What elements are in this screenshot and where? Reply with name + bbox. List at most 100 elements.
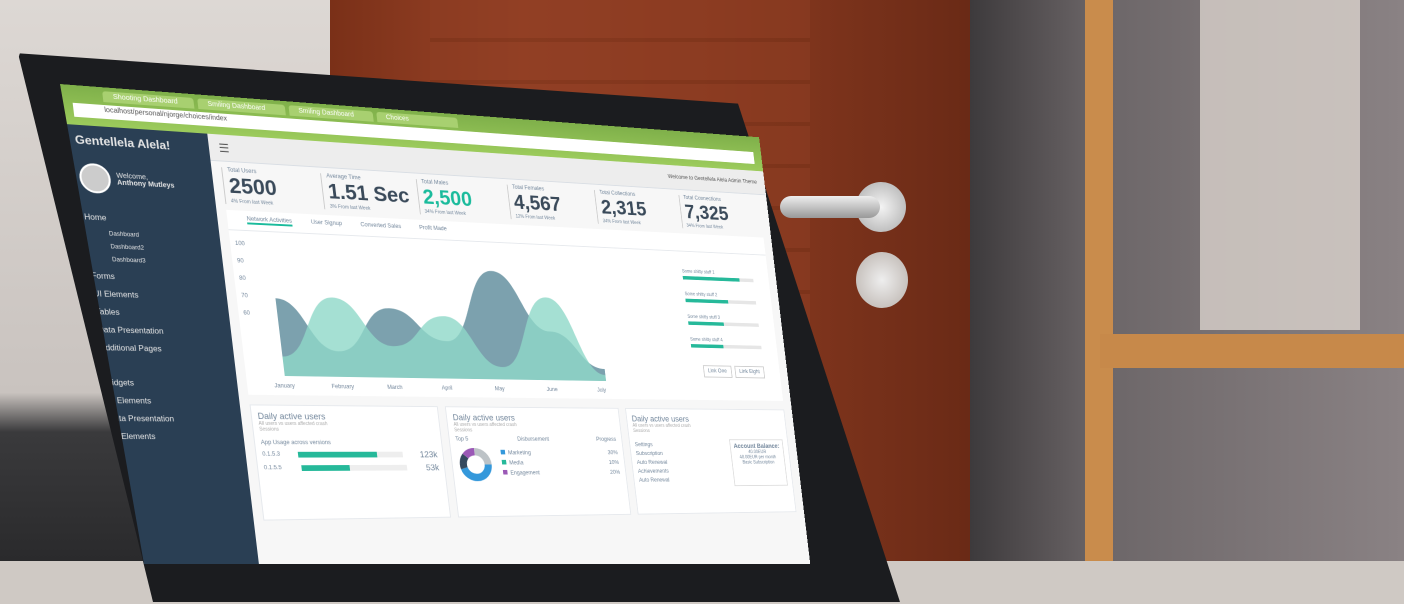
legend-pct: 10% — [609, 460, 620, 465]
legend-swatch — [501, 450, 506, 455]
brand: Gentellela Alela! — [74, 133, 202, 155]
legend-row: Marketing 30% — [501, 450, 618, 456]
area-chart: 100 90 80 70 60 January February March April May J… — [229, 230, 625, 399]
y-tick-label: 90 — [237, 258, 245, 265]
sidebar-item-label: Data Presentation — [97, 325, 164, 336]
y-tick-label: 60 — [243, 310, 251, 317]
stat-tile: Average Time 1.51 Sec 3% From last Week — [320, 173, 419, 214]
sessions-label: Sessions — [259, 427, 435, 433]
settings-item[interactable]: Auto Renewal — [639, 477, 730, 483]
sidebar-item-label: Dashboard3 — [112, 257, 146, 264]
chart-tab[interactable]: Converted Sales — [360, 222, 402, 231]
sidebar-item[interactable]: Dashboard3 — [89, 256, 215, 267]
chart-tab[interactable]: Profit Made — [419, 225, 447, 234]
x-tick-label: May — [494, 386, 505, 392]
legend-label: Media — [509, 461, 524, 467]
sidebar-item-label: Dashboard — [109, 231, 140, 238]
usage-bar — [298, 452, 404, 458]
sidebar-item-label: Additional Pages — [99, 343, 162, 353]
network-chart: 100 90 80 70 60 January February March April May J… — [229, 230, 783, 401]
usage-value: 53k — [425, 463, 439, 472]
version-label: 0.1.5.3 — [262, 452, 280, 458]
progress-item: Some shitty stuff 1 — [682, 269, 754, 282]
sidebar-item[interactable]: Home — [84, 212, 211, 227]
welcome-text: Welcome to Gentellela Alela Admin Theme — [668, 174, 758, 185]
sidebar-item[interactable]: Data Presentation — [108, 414, 234, 424]
x-tick-label: January — [274, 383, 296, 390]
shelf — [1100, 334, 1404, 368]
legend-row: Engagement 20% — [503, 469, 620, 476]
sidebar-item[interactable]: Forms — [91, 271, 218, 284]
x-tick-label: July — [597, 387, 607, 393]
progress-label: Some shitty stuff 4 — [690, 337, 761, 344]
legend-swatch — [502, 460, 507, 465]
y-tick-label: 100 — [235, 240, 246, 247]
settings-item[interactable]: Achievements — [638, 469, 729, 475]
progress-item: Some shitty stuff 4 — [690, 337, 762, 349]
stat-tile: Total Connections 7,325 34% From last Week — [678, 195, 763, 232]
sidebar-item[interactable]: Widgets — [104, 378, 230, 389]
col-header: Disbursement — [517, 437, 549, 443]
chart-tab[interactable]: Network Activities — [246, 217, 292, 227]
x-tick-label: February — [331, 384, 355, 391]
col-header: Top 5 — [455, 437, 469, 443]
settings-panel: Daily active users All users vs users aff… — [625, 408, 797, 515]
stat-tile: Total Collections 2,315 34% From last Week — [594, 190, 682, 228]
sidebar-item[interactable]: UI Elements — [106, 396, 232, 406]
sidebar-item[interactable]: Data Presentation — [97, 325, 224, 337]
progress-bar — [683, 276, 754, 282]
legend-pct: 20% — [610, 470, 621, 475]
sidebar-item[interactable]: UI Elements — [110, 432, 236, 441]
sidebar-item-label: UI Elements — [93, 289, 139, 299]
usage-value: 123k — [419, 450, 438, 459]
settings-item[interactable]: Settings — [635, 443, 726, 448]
sidebar-item[interactable]: UI Elements — [93, 289, 220, 302]
link-one-button[interactable]: Link One — [703, 365, 733, 378]
stat-tile: Total Males 2,500 34% From last Week — [415, 179, 510, 219]
legend-swatch — [503, 470, 508, 475]
x-tick-label: March — [387, 384, 403, 391]
y-tick-label: 70 — [241, 292, 249, 299]
sidebar-item[interactable]: Additional Pages — [99, 343, 226, 355]
y-tick-label: 80 — [239, 275, 247, 282]
stat-tile: Total Females 4,567 12% From last Week — [507, 185, 599, 224]
x-tick-label: June — [546, 387, 558, 393]
area-series — [274, 288, 606, 381]
usage-row: 0.1.5.5 53k — [263, 463, 439, 473]
progress-bar — [688, 321, 759, 327]
version-label: 0.1.5.5 — [264, 465, 282, 471]
legend-row: Media 10% — [502, 460, 619, 467]
usage-bar — [302, 465, 408, 471]
progress-bar — [685, 299, 756, 305]
shelf-post — [1085, 0, 1113, 561]
sessions-label: Sessions — [454, 428, 616, 434]
progress-item: Some shitty stuff 3 — [687, 314, 759, 327]
account-balance: Account Balance: 40.00EUR 40.00EUR per mon… — [729, 439, 788, 486]
sidebar-item-label: Home — [84, 212, 107, 222]
progress-item: Some shitty stuff 2 — [685, 292, 757, 305]
avatar — [78, 163, 113, 195]
sidebar-item-label: Dashboard2 — [110, 244, 144, 251]
sessions-label: Sessions — [633, 428, 782, 434]
subscription-type: Basic Subscription — [735, 460, 781, 465]
x-tick-label: April — [441, 385, 452, 391]
link-eight-button[interactable]: Link Eight — [734, 366, 765, 379]
legend-pct: 30% — [607, 450, 618, 455]
sidebar-item[interactable]: Dashboard — [86, 230, 213, 242]
legend-label: Marketing — [508, 451, 531, 457]
chart-tab[interactable]: User Signup — [311, 220, 343, 229]
sidebar-item[interactable]: Tables — [95, 307, 222, 319]
menu-icon[interactable]: ☰ — [218, 141, 230, 155]
sidebar-item[interactable]: Dashboard2 — [87, 243, 213, 254]
door-lock — [856, 252, 908, 308]
settings-item[interactable]: Subscription — [636, 451, 727, 456]
col-header: Progress — [596, 437, 617, 442]
app-usage-title: App Usage across versions — [261, 440, 437, 446]
settings-item[interactable]: Auto Renewal — [637, 460, 728, 466]
sidebar-item-label: Forms — [91, 271, 116, 281]
top5-panel: Daily active users All users vs users aff… — [445, 406, 631, 517]
progress-bar — [691, 344, 762, 349]
app-usage-panel: Daily active users All users vs users aff… — [250, 404, 452, 520]
door-handle — [780, 196, 880, 218]
stat-tile: Total Users 2500 4% From last Week — [221, 167, 325, 209]
